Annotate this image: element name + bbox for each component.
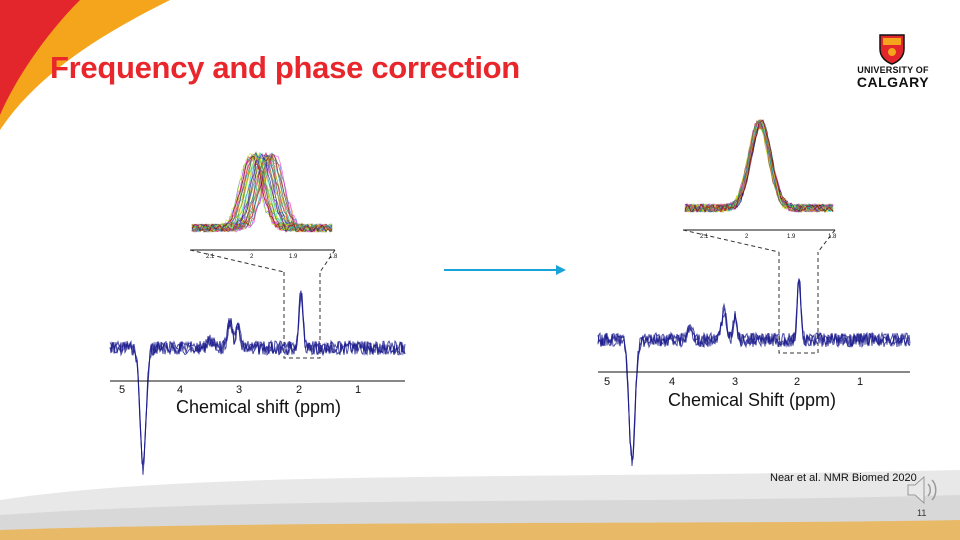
inset-trace (684, 120, 834, 213)
right-x-axis-label: Chemical Shift (ppm) (668, 390, 837, 410)
university-logo-text: UNIVERSITY OF CALGARY (850, 65, 936, 90)
inset-trace (684, 120, 834, 213)
inset-trace (684, 119, 834, 213)
inset-trace (684, 121, 834, 213)
inset-trace (684, 119, 834, 213)
inset-trace (684, 119, 834, 214)
inset-trace (684, 121, 834, 213)
speaker-icon[interactable] (902, 470, 942, 510)
inset-trace (684, 123, 834, 213)
right-inset-tick-2.1: 2.1 (700, 234, 709, 240)
left-inset-traces (191, 151, 333, 234)
left-x-axis-label: Chemical shift (ppm) (176, 397, 342, 417)
inset-trace (684, 120, 834, 213)
right-tick-3: 3 (732, 376, 739, 388)
inset-trace (684, 124, 834, 213)
inset-trace (684, 119, 834, 213)
spectrum-trace (109, 292, 406, 467)
inset-trace (684, 118, 834, 214)
inset-trace (684, 121, 834, 214)
inset-trace (684, 122, 834, 213)
spectrum-trace (597, 278, 911, 460)
inset-trace (684, 120, 834, 213)
right-tick-5: 5 (604, 376, 611, 388)
inset-trace (685, 120, 834, 213)
logo-line-1: UNIVERSITY OF (857, 65, 929, 75)
inset-trace (191, 154, 333, 233)
spectrum-trace (597, 280, 911, 461)
inset-trace (684, 121, 834, 213)
left-tick-3: 3 (236, 384, 243, 396)
inset-trace (684, 119, 834, 214)
inset-trace (684, 122, 834, 213)
left-tick-2: 2 (296, 384, 303, 396)
university-crest-icon (879, 34, 905, 65)
inset-trace (191, 155, 333, 233)
inset-trace (684, 119, 834, 213)
left-tick-1: 1 (355, 384, 362, 396)
inset-trace (684, 124, 834, 213)
right-tick-2: 2 (794, 376, 801, 388)
inset-trace (684, 119, 834, 213)
inset-trace (684, 121, 834, 213)
inset-trace (685, 120, 834, 213)
slide-number: 11 (917, 508, 927, 518)
right-zoom-box (778, 252, 819, 354)
inset-trace (684, 122, 834, 213)
inset-trace (684, 123, 834, 213)
inset-trace (684, 120, 834, 213)
inset-trace (684, 122, 834, 213)
citation-text: Near et al. NMR Biomed 2020 (770, 472, 917, 484)
right-arrow-icon (444, 265, 566, 275)
inset-trace (684, 121, 834, 213)
left-zoom-box (283, 272, 321, 359)
left-tick-5: 5 (119, 384, 126, 396)
right-inset-tick-1.8: 1.8 (828, 234, 837, 240)
spectrum-trace (597, 277, 911, 467)
right-inset-traces (684, 118, 834, 214)
inset-trace (684, 124, 834, 213)
left-zoom-connector (189, 249, 336, 273)
inset-trace (684, 125, 834, 214)
slide-title: Frequency and phase correction (50, 50, 520, 85)
inset-trace (684, 120, 834, 213)
logo-line-2: CALGARY (856, 74, 930, 90)
inset-trace (191, 153, 333, 233)
inset-trace (684, 121, 834, 213)
left-inset-tick-1.8: 1.8 (329, 254, 338, 260)
left-spectrum-traces (109, 290, 406, 475)
right-tick-4: 4 (669, 376, 676, 388)
right-inset-tick-2: 2 (745, 234, 749, 240)
left-inset-tick-2: 2 (250, 254, 254, 260)
left-inset-tick-2.1: 2.1 (206, 254, 215, 260)
inset-trace (684, 120, 834, 213)
left-tick-4: 4 (177, 384, 184, 396)
inset-trace (684, 121, 834, 213)
inset-trace (684, 121, 834, 213)
inset-trace (684, 122, 834, 214)
right-zoom-connector (682, 229, 836, 253)
right-tick-1: 1 (857, 376, 864, 388)
left-inset-tick-1.9: 1.9 (289, 254, 298, 260)
inset-trace (684, 120, 834, 213)
right-spectrum-traces (597, 277, 911, 467)
right-inset-tick-1.9: 1.9 (787, 234, 796, 240)
inset-trace (684, 121, 834, 213)
inset-trace (684, 123, 834, 213)
